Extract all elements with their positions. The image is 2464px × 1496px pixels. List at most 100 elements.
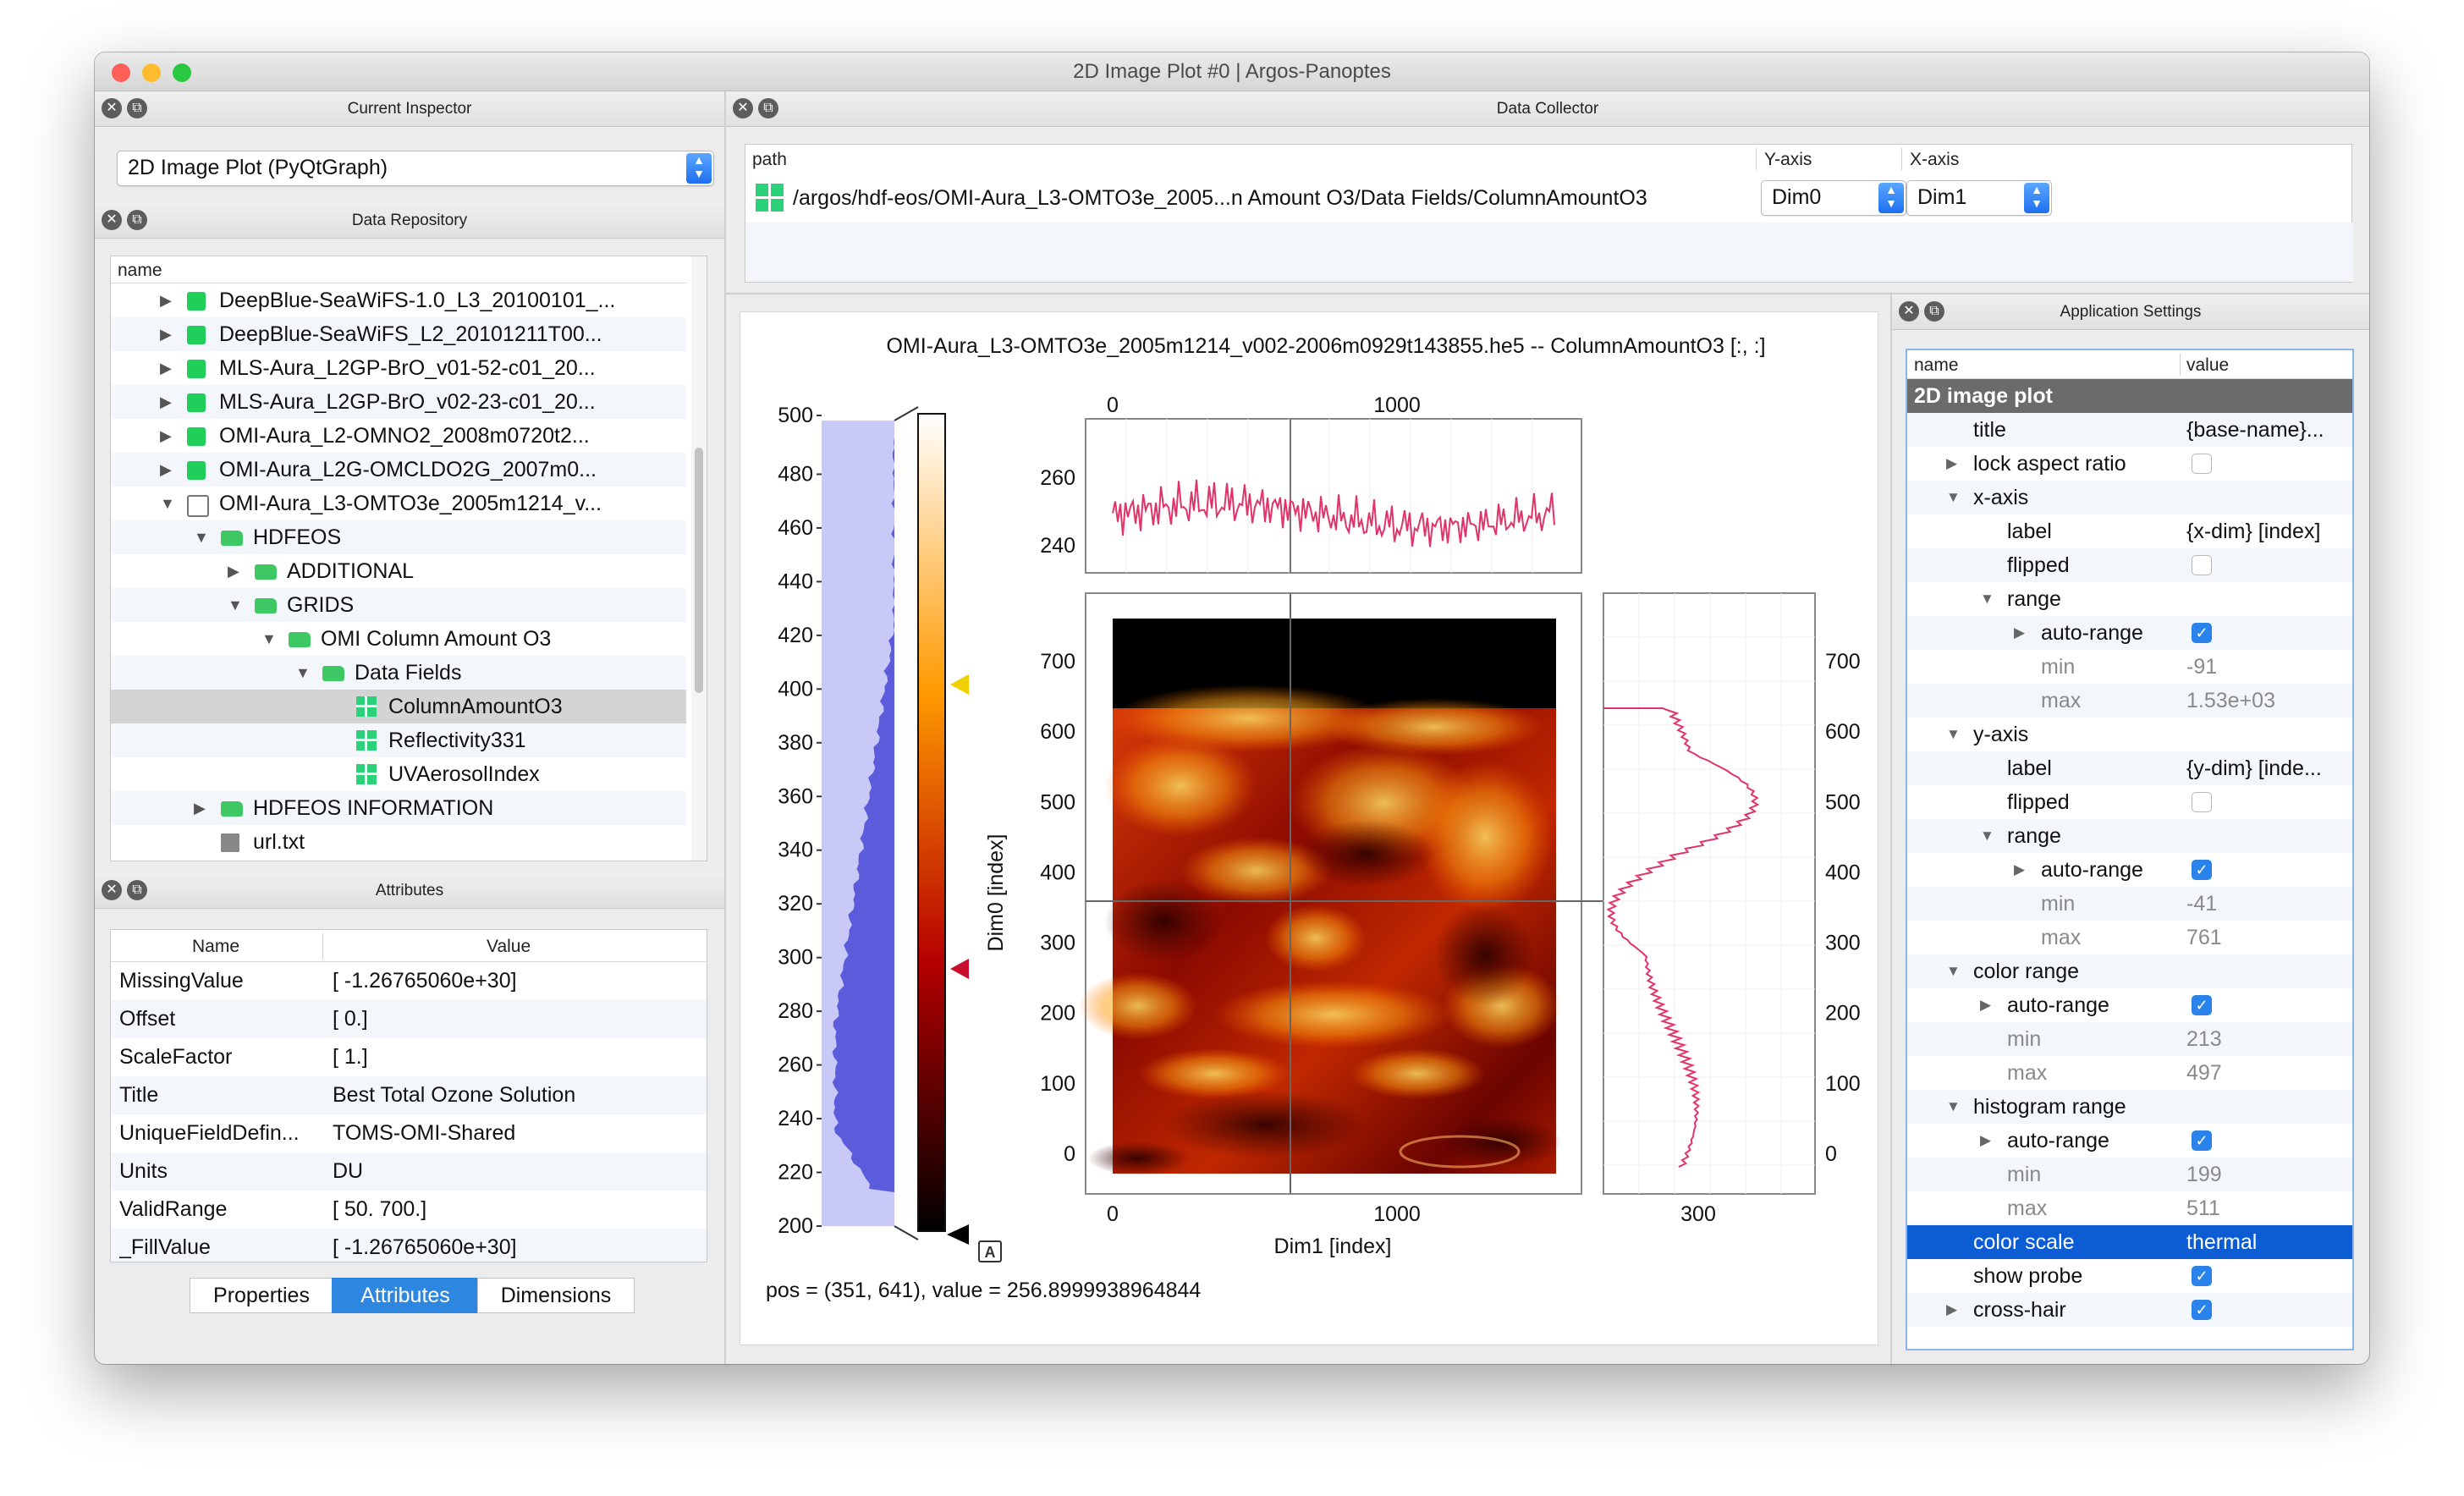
float-dock-icon[interactable]: ⧉ (127, 210, 147, 230)
settings-value[interactable]: 761 (2186, 926, 2222, 949)
collapse-arrow-icon[interactable]: ▶ (160, 461, 172, 478)
name-column-header[interactable]: name (118, 261, 162, 280)
settings-row[interactable]: 2D image plot (1907, 379, 2352, 413)
float-dock-icon[interactable]: ⧉ (758, 98, 778, 118)
settings-row[interactable]: show probe ✓ (1907, 1259, 2352, 1293)
close-dock-icon[interactable]: ✕ (102, 880, 122, 900)
settings-value[interactable]: 199 (2186, 1163, 2222, 1186)
table-row[interactable]: Offset [ 0.] (111, 1000, 707, 1038)
collapse-arrow-icon[interactable]: ▶ (1980, 997, 1992, 1013)
settings-row[interactable]: ▼ color range (1907, 954, 2352, 988)
collapse-arrow-icon[interactable]: ▶ (160, 427, 172, 444)
settings-row[interactable]: ▶ auto-range ✓ (1907, 616, 2352, 650)
close-dock-icon[interactable]: ✕ (102, 98, 122, 118)
checkbox-checked[interactable]: ✓ (2192, 860, 2212, 880)
horizontal-profile-plot[interactable]: 0 1000 260 240 (1040, 393, 1582, 574)
color-range-marker-bottom[interactable] (950, 959, 969, 979)
settings-row[interactable]: max 497 (1907, 1056, 2352, 1090)
image-plot[interactable]: 700 700 600 600 500 500 400 400 300 300 200 200 100 1… (984, 592, 1861, 1258)
checkbox-checked[interactable]: ✓ (2192, 1266, 2212, 1286)
checkbox-checked[interactable]: ✓ (2192, 995, 2212, 1015)
tree-item[interactable]: ColumnAmountO3 (111, 690, 686, 723)
checkbox-unchecked[interactable] (2192, 555, 2212, 575)
collapse-arrow-icon[interactable]: ▶ (160, 326, 172, 343)
settings-row[interactable]: min -91 (1907, 650, 2352, 684)
table-row[interactable]: MissingValue [ -1.26765060e+30] (111, 962, 707, 1000)
expand-arrow-icon[interactable]: ▼ (194, 529, 209, 546)
tree-item[interactable]: Reflectivity331 (111, 723, 686, 757)
expand-arrow-icon[interactable]: ▼ (1980, 828, 1994, 844)
settings-name-header[interactable]: name (1914, 355, 1959, 375)
settings-value-header[interactable]: value (2186, 355, 2230, 375)
path-column-header[interactable]: path (752, 150, 787, 169)
settings-row[interactable]: ▼ x-axis (1907, 481, 2352, 514)
expand-arrow-icon[interactable]: ▼ (1946, 963, 1961, 979)
float-dock-icon[interactable]: ⧉ (127, 880, 147, 900)
settings-row[interactable]: ▶ auto-range ✓ (1907, 853, 2352, 887)
tab-properties[interactable]: Properties (190, 1278, 333, 1313)
checkbox-checked[interactable]: ✓ (2192, 1130, 2212, 1151)
expand-arrow-icon[interactable]: ▼ (160, 495, 175, 512)
histogram-level-marker[interactable] (947, 1224, 969, 1245)
settings-value[interactable]: {y-dim} [inde... (2186, 756, 2322, 780)
histogram-lut[interactable]: A 500 480 460 440 420 400 380 360 340 320 300 280 26… (740, 312, 1002, 1262)
tree-item[interactable]: ▼ HDFEOS (111, 520, 686, 554)
expand-arrow-icon[interactable]: ▼ (261, 630, 277, 647)
tree-item[interactable]: ▶ DeepBlue-SeaWiFS_L2_20101211T00... (111, 317, 686, 351)
settings-value[interactable]: thermal (2186, 1230, 2258, 1254)
collapse-arrow-icon[interactable]: ▶ (194, 800, 206, 817)
collapse-arrow-icon[interactable]: ▶ (2014, 624, 2026, 641)
settings-value[interactable]: -91 (2186, 655, 2218, 679)
color-range-marker-top[interactable] (950, 674, 969, 695)
settings-row[interactable]: ▶ auto-range ✓ (1907, 1124, 2352, 1158)
settings-row[interactable]: min 199 (1907, 1158, 2352, 1191)
tree-item[interactable]: ▶ ADDITIONAL (111, 554, 686, 588)
expand-arrow-icon[interactable]: ▼ (295, 664, 311, 681)
x-axis-select[interactable]: Dim1 ▲ ▼ (1906, 180, 2052, 216)
settings-row[interactable]: flipped (1907, 548, 2352, 582)
checkbox-unchecked[interactable] (2192, 792, 2212, 812)
close-dock-icon[interactable]: ✕ (1899, 301, 1919, 322)
tree-item[interactable]: ▼ Data Fields (111, 656, 686, 690)
attributes-table[interactable]: Name Value MissingValue [ -1.26765060e+30… (110, 929, 707, 1262)
tree-item[interactable]: UVAerosolIndex (111, 757, 686, 791)
settings-value[interactable]: 497 (2186, 1061, 2222, 1085)
tree-item[interactable]: ▶ MLS-Aura_L2GP-BrO_v02-23-c01_20... (111, 385, 686, 419)
collector-table[interactable]: path Y-axis X-axis /argos/hdf-eos/OMI-Au… (745, 144, 2353, 283)
attr-name-header[interactable]: Name (192, 937, 240, 956)
y-axis-column-header[interactable]: Y-axis (1764, 150, 1812, 169)
collapse-arrow-icon[interactable]: ▶ (160, 292, 172, 309)
tree-item[interactable]: ▼ OMI-Aura_L3-OMTO3e_2005m1214_v... (111, 487, 686, 520)
table-row[interactable]: Units DU (111, 1152, 707, 1191)
settings-row[interactable]: max 761 (1907, 921, 2352, 954)
zoom-window-button[interactable] (173, 63, 191, 82)
collapse-arrow-icon[interactable]: ▶ (1946, 455, 1958, 471)
checkbox-checked[interactable]: ✓ (2192, 1300, 2212, 1320)
settings-row[interactable]: ▶ cross-hair ✓ (1907, 1293, 2352, 1327)
vertical-profile-plot[interactable]: 300 (1603, 592, 1816, 1226)
settings-row[interactable]: ▼ range (1907, 819, 2352, 853)
tree-item[interactable]: ▶ HDFEOS INFORMATION (111, 791, 686, 825)
table-row[interactable]: ValidRange [ 50. 700.] (111, 1191, 707, 1229)
collapse-arrow-icon[interactable]: ▶ (160, 393, 172, 410)
autoscale-button[interactable]: A (978, 1240, 1002, 1262)
settings-row[interactable]: ▼ y-axis (1907, 718, 2352, 751)
settings-value[interactable]: -41 (2186, 892, 2218, 916)
expand-arrow-icon[interactable]: ▼ (228, 597, 243, 613)
tree-item[interactable]: ▶ DeepBlue-SeaWiFS-1.0_L3_20100101_... (111, 283, 686, 317)
table-row[interactable]: ScaleFactor [ 1.] (111, 1038, 707, 1076)
repository-tree[interactable]: name ▶ DeepBlue-SeaWiFS-1.0_L3_20100101_.… (110, 256, 707, 861)
collapse-arrow-icon[interactable]: ▶ (2014, 861, 2026, 877)
checkbox-unchecked[interactable] (2192, 454, 2212, 474)
x-axis-column-header[interactable]: X-axis (1910, 150, 1960, 169)
settings-value[interactable]: 1.53e+03 (2186, 689, 2275, 712)
tree-item[interactable]: ▼ GRIDS (111, 588, 686, 622)
settings-row[interactable]: label {y-dim} [inde... (1907, 751, 2352, 785)
tab-dimensions[interactable]: Dimensions (477, 1278, 635, 1313)
settings-value[interactable]: 511 (2186, 1196, 2220, 1220)
settings-row[interactable]: title {base-name}... (1907, 413, 2352, 447)
settings-row[interactable]: min -41 (1907, 887, 2352, 921)
settings-row[interactable]: ▼ histogram range (1907, 1090, 2352, 1124)
tree-item[interactable]: ▶ OMI-Aura_L2G-OMCLDO2G_2007m0... (111, 453, 686, 487)
close-dock-icon[interactable]: ✕ (733, 98, 753, 118)
